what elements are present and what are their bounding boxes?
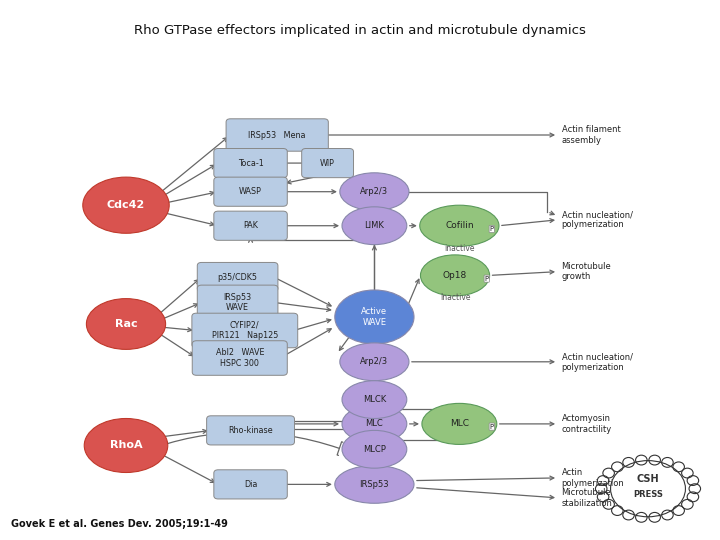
Text: CSH: CSH	[636, 474, 660, 484]
FancyBboxPatch shape	[214, 470, 287, 499]
FancyBboxPatch shape	[192, 313, 298, 348]
Text: Actin filament
assembly: Actin filament assembly	[562, 125, 621, 145]
Ellipse shape	[335, 465, 414, 503]
Text: Govek E et al. Genes Dev. 2005;19:1-49: Govek E et al. Genes Dev. 2005;19:1-49	[11, 519, 228, 529]
Text: Microtubule
growth: Microtubule growth	[562, 262, 611, 281]
Text: MLC: MLC	[450, 420, 469, 428]
Text: Rac: Rac	[114, 319, 138, 329]
Ellipse shape	[83, 177, 169, 233]
FancyBboxPatch shape	[214, 211, 287, 240]
Text: RhoA: RhoA	[109, 441, 143, 450]
Text: p35/CDK5: p35/CDK5	[217, 273, 258, 281]
FancyBboxPatch shape	[197, 285, 278, 320]
Text: Actomyosin
contractility: Actomyosin contractility	[562, 414, 612, 434]
Ellipse shape	[340, 173, 409, 211]
Ellipse shape	[342, 430, 407, 468]
Text: Abl2   WAVE
HSPC 300: Abl2 WAVE HSPC 300	[215, 348, 264, 368]
Text: Dia: Dia	[244, 480, 257, 489]
Text: Rho-kinase: Rho-kinase	[228, 426, 273, 435]
FancyBboxPatch shape	[226, 119, 328, 151]
Text: MLCP: MLCP	[363, 445, 386, 454]
Text: Rho GTPase effectors implicated in actin and microtubule dynamics: Rho GTPase effectors implicated in actin…	[134, 24, 586, 37]
Text: P: P	[490, 226, 494, 232]
Text: P: P	[485, 275, 489, 282]
Text: Arp2/3: Arp2/3	[360, 187, 389, 196]
Text: Active
WAVE: Active WAVE	[361, 307, 387, 327]
Ellipse shape	[420, 255, 490, 296]
Text: IRSp53: IRSp53	[359, 480, 390, 489]
Text: LIMK: LIMK	[364, 221, 384, 230]
FancyBboxPatch shape	[214, 148, 287, 178]
Ellipse shape	[84, 418, 168, 472]
Text: PRESS: PRESS	[633, 490, 663, 498]
Text: Actin nucleation/
polymerization: Actin nucleation/ polymerization	[562, 210, 633, 230]
Ellipse shape	[86, 299, 166, 349]
Text: P: P	[490, 423, 494, 430]
Ellipse shape	[342, 207, 407, 245]
Ellipse shape	[340, 343, 409, 381]
FancyBboxPatch shape	[302, 148, 354, 178]
FancyBboxPatch shape	[197, 262, 278, 292]
Text: Inactive: Inactive	[440, 293, 470, 301]
Text: Toca-1: Toca-1	[238, 159, 264, 167]
Text: WIP: WIP	[320, 159, 335, 167]
Ellipse shape	[422, 403, 497, 444]
FancyBboxPatch shape	[214, 177, 287, 206]
Ellipse shape	[342, 381, 407, 418]
FancyBboxPatch shape	[192, 341, 287, 375]
Text: Cdc42: Cdc42	[107, 200, 145, 210]
Text: CYFIP2/
PIR121   Nap125: CYFIP2/ PIR121 Nap125	[212, 321, 278, 340]
Text: IRSp53
WAVE: IRSp53 WAVE	[223, 293, 252, 312]
Text: PAK: PAK	[243, 221, 258, 230]
Text: MLC: MLC	[366, 420, 383, 428]
Text: IRSp53   Mena: IRSp53 Mena	[248, 131, 306, 139]
Text: MLCK: MLCK	[363, 395, 386, 404]
Text: Cofilin: Cofilin	[445, 221, 474, 230]
Ellipse shape	[335, 290, 414, 344]
Text: Actin nucleation/
polymerization: Actin nucleation/ polymerization	[562, 352, 633, 372]
Text: Op18: Op18	[443, 271, 467, 280]
Text: Actin
polymerization: Actin polymerization	[562, 468, 624, 488]
Text: Arp2/3: Arp2/3	[360, 357, 389, 366]
FancyBboxPatch shape	[207, 416, 294, 445]
Text: WASP: WASP	[239, 187, 262, 196]
Text: Microtubule
stabilization: Microtubule stabilization	[562, 488, 613, 508]
Text: inactive: inactive	[444, 244, 474, 253]
Ellipse shape	[342, 405, 407, 443]
Ellipse shape	[420, 205, 499, 246]
